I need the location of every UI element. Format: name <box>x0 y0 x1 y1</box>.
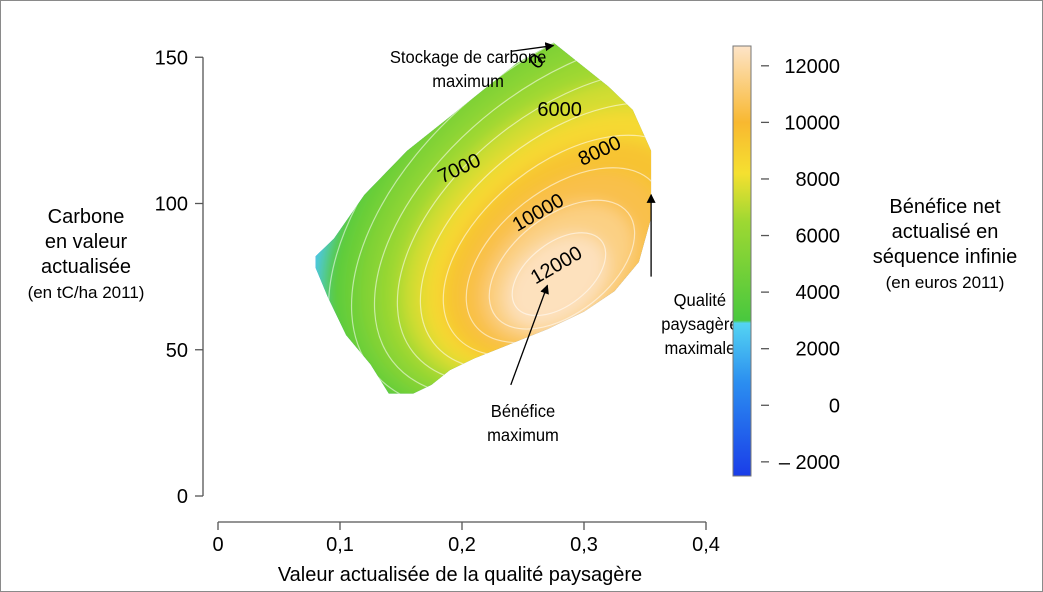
y-tick-label: 50 <box>166 340 188 362</box>
x-tick-label: 0 <box>212 534 223 556</box>
colorbar: 12000 10000 8000 6000 4000 2000 0 – 2000 <box>732 45 841 477</box>
colorbar-tick-label: 0 <box>829 395 840 417</box>
colorbar-label-line-3: séquence infinie <box>872 246 1018 268</box>
y-axis-label: Carbone en valeur actualisée (en tC/ha 2… <box>0 205 172 305</box>
x-tick-label: 0,4 <box>692 534 720 556</box>
colorbar-tick-label: 8000 <box>796 169 841 191</box>
y-tick-label: 100 <box>155 194 188 216</box>
contour-line <box>511 232 607 317</box>
annotation-text: maximum <box>487 424 559 445</box>
x-axis-label: Valeur actualisée de la qualité paysagèr… <box>277 564 643 586</box>
x-tick-label: 0,2 <box>448 534 476 556</box>
annotation-text: Stockage de carbone <box>390 46 546 67</box>
annotation-text: Qualité <box>674 289 726 310</box>
x-tick-label: 0,3 <box>570 534 598 556</box>
contour-line <box>488 199 636 330</box>
contour-line <box>373 42 652 394</box>
contour-label: 6000 <box>537 99 582 121</box>
colorbar-label-line-2: actualisé en <box>891 221 999 243</box>
annotations: Stockage de carbone maximum Qualité paysagè… <box>390 42 739 445</box>
y-axis: 0 50 100 150 <box>155 47 204 508</box>
colorbar-tick-label: – 2000 <box>779 452 840 474</box>
colorbar-tick-label: 12000 <box>784 56 840 78</box>
colorbar-tick-label: 6000 <box>796 226 841 248</box>
y-tick-label: 0 <box>177 486 188 508</box>
annotation-text: paysagère <box>661 313 738 334</box>
y-axis-label-line-4: (en tC/ha 2011) <box>27 283 145 302</box>
y-axis-label-line-1: Carbone <box>47 206 125 228</box>
colorbar-tick-label: 10000 <box>784 112 840 134</box>
colorbar-tick-label: 2000 <box>796 339 841 361</box>
colorbar-bar <box>732 45 752 477</box>
annotation-arrow <box>510 284 549 386</box>
annotation-arrow <box>510 42 555 53</box>
colorbar-label-line-1: Bénéfice net <box>889 196 1001 218</box>
annotation-text: maximale <box>664 337 735 358</box>
y-axis-label-line-3: actualisée <box>40 256 132 278</box>
x-tick-label: 0,1 <box>326 534 354 556</box>
y-axis-label-line-2: en valeur <box>44 231 128 253</box>
colorbar-label: Bénéfice net actualisé en séquence infin… <box>850 195 1040 295</box>
surface-band <box>505 234 608 329</box>
y-tick-label: 150 <box>155 47 188 69</box>
annotation-text: Bénéfice <box>491 400 555 421</box>
colorbar-label-line-4: (en euros 2011) <box>885 273 1005 292</box>
x-axis: 0 0,1 0,2 0,3 0,4 <box>212 521 720 556</box>
annotation-text: maximum <box>432 70 504 91</box>
colorbar-tick-label: 4000 <box>796 282 841 304</box>
